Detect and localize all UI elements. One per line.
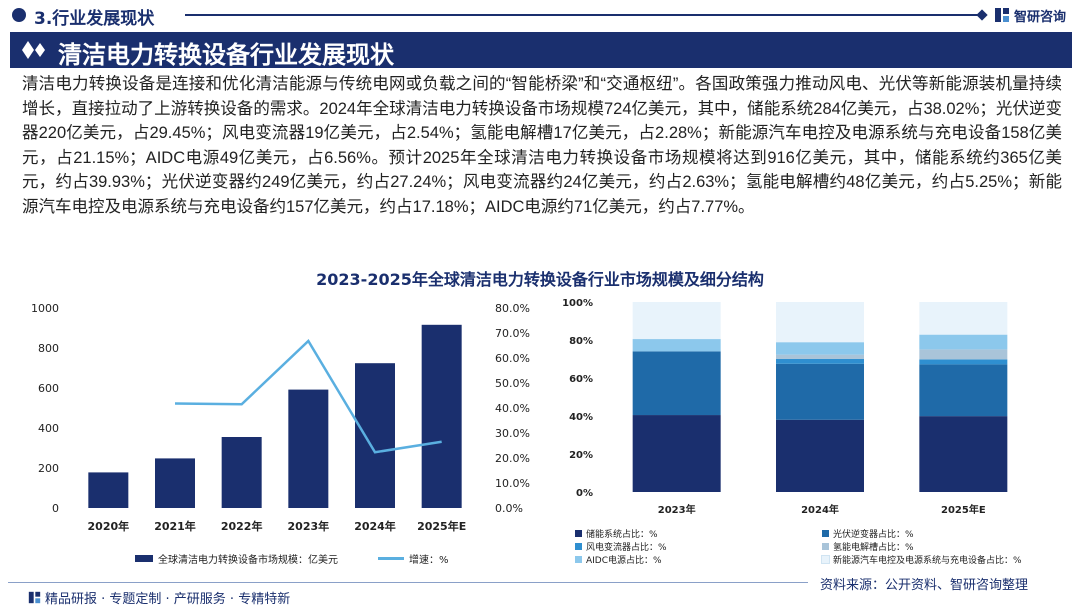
left-axis-tick-label: 200 [38,462,59,475]
stacked-segment [919,349,1008,360]
source-note: 资料来源：公开资料、智研咨询整理 [820,578,1029,593]
stacked-segment [919,364,1008,417]
stacked-segment [776,342,864,355]
x-axis-tick-label: 2025年E [417,519,466,533]
legend-label: 风电变流器占比：% [586,543,667,553]
brand-logo-icon [995,8,1009,22]
left-axis-tick-label: 800 [38,342,59,355]
legend-item-wind-converter: 风电变流器占比：% [575,540,667,553]
left-axis-tick-label: 400 [38,422,59,435]
right-axis-tick-label: 60.0% [495,352,530,365]
legend-label: 储能系统占比：% [586,530,658,540]
x-axis-tick-label: 2023年 [288,519,330,533]
double-diamond-icon [22,41,45,59]
stacked-segment [776,419,864,492]
stacked-segment [632,302,721,340]
right-axis-tick-label: 80.0% [495,302,530,315]
legend-item-aidc: AIDC电源占比：% [575,553,662,566]
x-axis-tick-label: 2022年 [221,519,263,533]
stacked-segment [776,354,864,359]
legend-swatch [822,543,829,550]
footer-text: 精品研报 · 专题定制 · 产研服务 · 专精特新 [45,592,291,607]
footer: 精品研报 · 专题定制 · 产研服务 · 专精特新 [28,588,290,607]
chart-title: 2023-2025年全球清洁电力转换设备行业市场规模及细分结构 [316,270,764,289]
x-axis-tick-label: 2024年 [801,503,839,516]
legend-line-label: 增速：% [409,555,449,566]
y-axis-tick-label: 80% [569,336,593,347]
segment-structure-chart: 0% 20% 40% 60% 80% 100% 2023年 2024年 2025年E [562,298,1008,516]
legend-item-storage: 储能系统占比：% [575,527,658,540]
legend-item-electrolyzer: 氢能电解槽占比：% [822,540,914,553]
title-banner: 清洁电力转换设备行业发展现状 [10,32,1072,69]
right-axis-tick-label: 70.0% [495,327,530,340]
y-axis-tick-label: 20% [569,450,593,461]
left-axis-tick-label: 600 [38,382,59,395]
stacked-segment [776,358,864,364]
y-axis-tick-label: 60% [569,374,593,385]
y-axis-tick-label: 40% [569,412,593,423]
legend-swatch [575,556,582,563]
stacked-segment [632,339,721,352]
intro-paragraph: 清洁电力转换设备是连接和优化清洁能源与传统电网或负载之间的“智能桥梁”和“交通枢… [22,72,1062,219]
market-size-bar [221,437,262,508]
legend-swatch [575,530,582,537]
left-axis-tick-label: 1000 [31,302,59,315]
legend-label: AIDC电源占比：% [586,556,662,566]
market-size-bar [288,389,329,508]
legend-label: 新能源汽车电控及电源系统与充电设备占比：% [833,556,1022,566]
stacked-segment [776,363,864,420]
legend-item-nev: 新能源汽车电控及电源系统与充电设备占比：% [821,553,1022,566]
right-axis-tick-label: 30.0% [495,427,530,440]
page-title: 清洁电力转换设备行业发展现状 [58,41,394,69]
y-axis-tick-label: 0% [576,488,593,499]
stacked-segment [919,334,1008,350]
market-size-bar [155,458,195,508]
right-axis-tick-label: 20.0% [495,452,530,465]
brand-name: 智研咨询 [1014,9,1067,25]
legend-item-pv-inverter: 光伏逆变器占比：% [822,527,914,540]
market-size-bar [421,324,462,508]
stacked-segment [919,359,1008,365]
x-axis-tick-label: 2021年 [154,519,196,533]
legend-line-swatch [378,557,404,560]
right-axis-tick-label: 50.0% [495,377,530,390]
left-axis-tick-label: 0 [52,502,59,515]
right-axis-tick-label: 40.0% [495,402,530,415]
header-divider [185,14,980,16]
stacked-segment [776,302,864,343]
y-axis-tick-label: 100% [562,298,593,309]
legend-label: 光伏逆变器占比：% [833,530,914,540]
legend-label: 氢能电解槽占比：% [833,543,914,553]
market-size-legend: 全球清洁电力转换设备市场规模：亿美元 增速：% [135,551,449,566]
market-size-chart: 0 200 400 600 800 1000 0.0% 10.0% 20.0% 30.0% 40.0… [31,302,530,533]
footer-divider [8,582,808,583]
section-bullet-icon [12,8,26,22]
legend-swatch [575,543,582,550]
legend-swatch [822,530,829,537]
stacked-segment [919,416,1008,492]
right-axis-tick-label: 0.0% [495,502,523,515]
section-title: 3.行业发展现状 [34,9,155,29]
top-bar: 3.行业发展现状 智研咨询 [0,0,1080,30]
brand-logo-icon [28,591,41,604]
x-axis-tick-label: 2025年E [941,503,986,516]
brand-logo: 智研咨询 [994,4,1066,26]
growth-rate-line [174,339,442,454]
stacked-segment [919,302,1008,335]
intro-text: 清洁电力转换设备是连接和优化清洁能源与传统电网或负载之间的“智能桥梁”和“交通枢… [22,75,1062,216]
legend-bar-swatch [135,555,153,562]
stacked-segment [632,351,721,416]
x-axis-tick-label: 2020年 [88,519,130,533]
x-axis-tick-label: 2023年 [658,503,696,516]
legend-swatch [821,555,830,564]
x-axis-tick-label: 2024年 [354,519,396,533]
market-size-bar [88,472,129,508]
right-axis-tick-label: 10.0% [495,477,530,490]
market-size-bar [355,363,395,508]
legend-bar-label: 全球清洁电力转换设备市场规模：亿美元 [158,555,338,566]
stacked-segment [632,415,721,492]
